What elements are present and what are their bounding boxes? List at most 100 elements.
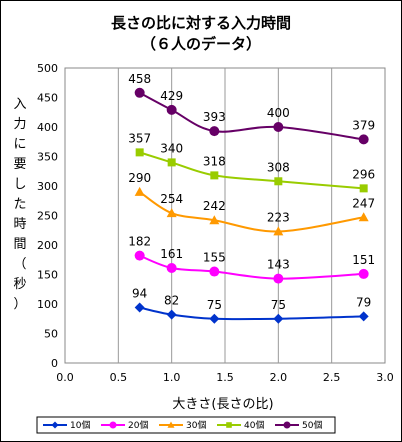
legend-label: 40個 xyxy=(244,419,264,431)
x-tick-label: 3.0 xyxy=(376,371,394,384)
data-label: 82 xyxy=(164,294,179,308)
data-point-marker xyxy=(358,134,369,145)
y-tick-label: 200 xyxy=(37,239,58,252)
data-label: 94 xyxy=(132,287,147,301)
data-point-marker xyxy=(273,273,284,284)
data-label: 340 xyxy=(160,141,183,155)
y-axis-label-char: 時 xyxy=(13,217,26,232)
data-point-marker xyxy=(209,266,220,277)
y-axis-label-char: 秒 xyxy=(13,277,26,292)
data-label: 247 xyxy=(352,196,375,210)
data-point-marker xyxy=(134,87,145,98)
data-point-marker xyxy=(210,171,219,180)
legend-item: 40個 xyxy=(217,419,264,431)
data-label: 290 xyxy=(128,171,151,185)
y-tick-label: 250 xyxy=(37,210,58,223)
data-point-marker xyxy=(166,309,177,320)
data-point-marker xyxy=(209,215,220,225)
data-label: 75 xyxy=(207,298,222,312)
data-point-marker xyxy=(358,212,369,222)
x-tick-labels: 0.0 0.5 1.0 1.5 2.0 2.5 3.0 xyxy=(56,371,394,384)
data-label: 79 xyxy=(356,295,371,309)
y-tick-label: 150 xyxy=(37,269,58,282)
legend-label: 20個 xyxy=(128,419,148,431)
data-point-marker xyxy=(51,421,59,429)
data-label: 393 xyxy=(203,110,226,124)
data-point-marker xyxy=(273,313,284,324)
data-label: 308 xyxy=(267,160,290,174)
series-group: 357 340 318 308 296 xyxy=(128,131,375,193)
data-point-marker xyxy=(167,158,176,167)
y-axis-label-char: ） xyxy=(13,297,26,312)
legend-item: 10個 xyxy=(43,419,90,431)
x-axis-label: 大きさ(長さの比) xyxy=(172,397,273,412)
data-point-marker xyxy=(209,313,220,324)
data-point-marker xyxy=(273,226,284,236)
data-label: 254 xyxy=(160,192,183,206)
x-tick-label: 1.5 xyxy=(216,371,234,384)
y-axis-label-char: 力 xyxy=(13,117,26,132)
y-tick-label: 100 xyxy=(37,298,58,311)
data-point-marker xyxy=(209,126,220,137)
y-tick-label: 0 xyxy=(51,357,58,370)
y-axis-label-char: た xyxy=(13,197,26,212)
y-tick-label: 450 xyxy=(37,92,58,105)
chart-title: 長さの比に対する入力時間 xyxy=(111,14,291,32)
series-line xyxy=(139,151,364,190)
chart-subtitle: （６人のデータ） xyxy=(141,35,261,53)
data-point-marker xyxy=(166,208,177,218)
x-tick-label: 2.5 xyxy=(323,371,341,384)
legend-box xyxy=(36,416,336,434)
y-tick-label: 400 xyxy=(37,121,58,134)
y-axis-label-char: 間 xyxy=(13,237,26,252)
series-group: 290 254 242 223 247 xyxy=(128,171,375,236)
x-tick-label: 0.0 xyxy=(56,371,74,384)
data-label: 458 xyxy=(128,72,151,86)
series-group: 182 161 155 143 151 xyxy=(128,235,375,284)
data-point-marker xyxy=(135,148,144,157)
data-point-marker xyxy=(283,421,291,429)
data-point-marker xyxy=(274,177,283,186)
legend-label: 50個 xyxy=(302,419,322,431)
y-axis-label-char: に xyxy=(13,137,26,152)
data-point-marker xyxy=(109,421,117,429)
legend-item: 20個 xyxy=(101,419,148,431)
y-tick-labels: 0 50 100 150 200 250 300 350 400 450 500 xyxy=(37,62,58,370)
data-point-marker xyxy=(273,122,284,132)
y-tick-label: 50 xyxy=(44,328,58,341)
data-label: 429 xyxy=(160,89,183,103)
legend-label: 30個 xyxy=(186,419,206,431)
data-label: 75 xyxy=(271,298,286,312)
data-point-marker xyxy=(166,104,177,115)
data-point-marker xyxy=(166,263,177,274)
series-layer: 94 82 75 75 79 182 161 155 143 151 290 254 242 223 247… xyxy=(128,72,375,324)
y-axis-label-char: 要 xyxy=(13,157,26,172)
y-tick-label: 350 xyxy=(37,151,58,164)
y-axis-label-char: 入 xyxy=(13,97,26,112)
data-point-marker xyxy=(226,422,232,428)
data-label: 151 xyxy=(352,253,375,267)
data-point-marker xyxy=(359,184,368,193)
legend: 10個 20個 30個 40個 50個 xyxy=(36,416,336,434)
y-tick-label: 500 xyxy=(37,62,58,75)
data-label: 242 xyxy=(203,199,226,213)
x-tick-label: 0.5 xyxy=(110,371,128,384)
data-label: 155 xyxy=(203,251,226,265)
data-point-marker xyxy=(167,421,175,428)
series-group: 94 82 75 75 79 xyxy=(132,287,371,324)
data-label: 400 xyxy=(267,106,290,120)
y-axis-label-char: し xyxy=(13,177,26,192)
data-label: 318 xyxy=(203,154,226,168)
y-axis-label-char: （ xyxy=(13,257,26,272)
series-group: 458 429 393 400 379 xyxy=(128,72,375,145)
legend-item: 30個 xyxy=(159,419,206,431)
legend-label: 10個 xyxy=(70,419,90,431)
data-label: 161 xyxy=(160,247,183,261)
data-point-marker xyxy=(358,268,369,279)
data-point-marker xyxy=(358,311,369,322)
data-label: 143 xyxy=(267,258,290,272)
legend-item: 50個 xyxy=(275,419,322,431)
